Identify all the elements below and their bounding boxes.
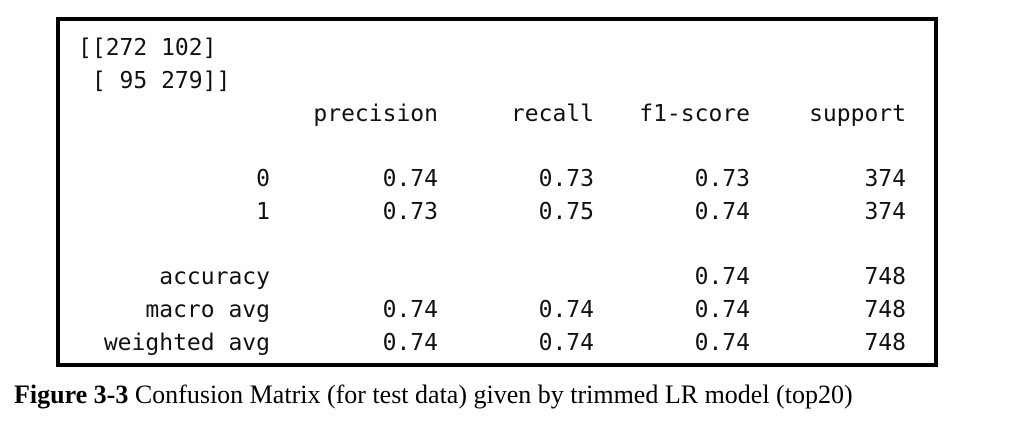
precision-value: 0.74 [382,297,438,323]
f1-value: 0.73 [694,166,750,192]
f1-value: 0.74 [694,264,750,290]
recall-value: 0.73 [538,166,594,192]
header-f1-score: f1-score [639,101,750,127]
figure-caption: Figure 3-3 Confusion Matrix (for test da… [14,377,1004,413]
support-value: 748 [864,330,906,356]
f1-value: 0.74 [694,297,750,323]
confusion-matrix-row-1: [[272 102] [78,35,217,61]
row-label: macro avg [145,297,270,323]
figure-label: Figure 3-3 [14,380,129,409]
header-recall: recall [510,101,594,127]
precision-value [288,262,438,292]
support-value: 374 [864,199,906,225]
f1-value: 0.74 [694,199,750,225]
row-label: accuracy [159,264,270,290]
support-value: 374 [864,166,906,192]
recall-value: 0.74 [538,297,594,323]
row-label: 1 [256,199,270,225]
recall-value: 0.75 [538,199,594,225]
header-precision: precision [313,101,438,127]
f1-value: 0.74 [694,330,750,356]
row-label: weighted avg [103,330,270,356]
header-support: support [809,101,906,127]
precision-value: 0.74 [382,330,438,356]
code-output-box: [[272 102] [ 95 279]] precision recall f… [56,17,938,367]
recall-value [460,262,594,292]
figure-caption-text: Confusion Matrix (for test data) given b… [128,380,853,409]
precision-value: 0.73 [382,199,438,225]
support-value: 748 [864,264,906,290]
confusion-matrix-row-2: [ 95 279]] [78,68,231,94]
precision-value: 0.74 [382,166,438,192]
support-value: 748 [864,297,906,323]
row-label: 0 [256,166,270,192]
recall-value: 0.74 [538,330,594,356]
